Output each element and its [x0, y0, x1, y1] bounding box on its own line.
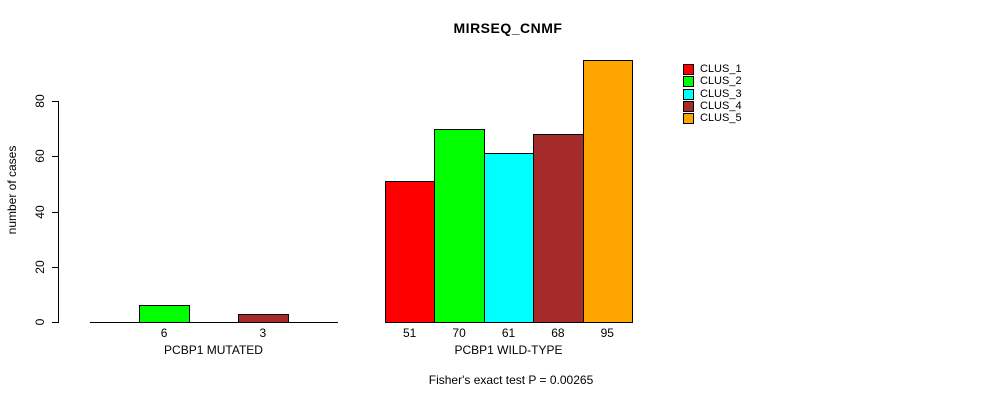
legend-swatch-clus_3: [683, 88, 694, 100]
bar-value-label: 61: [501, 326, 516, 340]
legend-swatch-clus_1: [683, 64, 694, 75]
bar-clus_2-group1: [434, 128, 485, 323]
y-axis-tick-label: 0: [33, 318, 47, 326]
fisher-test-annotation: Fisher's exact test P = 0.00265: [428, 373, 594, 387]
y-axis-tick: [52, 101, 58, 102]
legend-label-clus_4: CLUS_4: [700, 99, 742, 112]
y-axis-tick: [52, 266, 58, 268]
y-axis-tick-label: 20: [33, 260, 47, 274]
bar-clus_2-group0: [139, 305, 190, 323]
y-axis-tick: [52, 322, 58, 323]
bar-value-label: 68: [551, 326, 565, 340]
y-axis-tick: [52, 156, 58, 158]
x-group-label-mutated: PCBP1 MUTATED: [164, 343, 263, 357]
bar-value-label: 95: [600, 326, 614, 340]
bar-clus_3-group1: [483, 153, 535, 323]
chart-title: MIRSEQ_CNMF: [453, 20, 563, 36]
bar-clus_4-group0: [238, 313, 289, 323]
bar-value-label: 51: [403, 326, 417, 340]
y-axis-tick-label: 60: [33, 149, 47, 163]
y-axis-title: number of cases: [5, 145, 19, 235]
bar-clus_5-group1: [582, 59, 633, 323]
legend-swatch-clus_4: [683, 100, 694, 112]
bar-value-label: 6: [160, 326, 168, 340]
y-axis-tick: [52, 211, 58, 213]
x-group-label-wildtype: PCBP1 WILD-TYPE: [454, 343, 563, 357]
y-axis-tick-label: 40: [33, 204, 47, 219]
bar-clus_1-group1: [385, 181, 436, 323]
y-axis-line: [58, 101, 59, 323]
bar-value-label: 3: [259, 326, 267, 340]
bar-value-label: 70: [452, 326, 466, 340]
y-axis-tick-label: 80: [33, 94, 47, 108]
legend-label-clus_3: CLUS_3: [700, 87, 742, 100]
legend-swatch-clus_5: [683, 113, 694, 125]
legend-label-clus_2: CLUS_2: [700, 75, 742, 88]
legend-label-clus_5: CLUS_5: [700, 112, 742, 125]
legend-label-clus_1: CLUS_1: [700, 63, 742, 75]
x-axis-baseline: [90, 322, 338, 323]
bar-clus_4-group1: [533, 134, 584, 323]
legend-swatch-clus_2: [683, 76, 694, 88]
